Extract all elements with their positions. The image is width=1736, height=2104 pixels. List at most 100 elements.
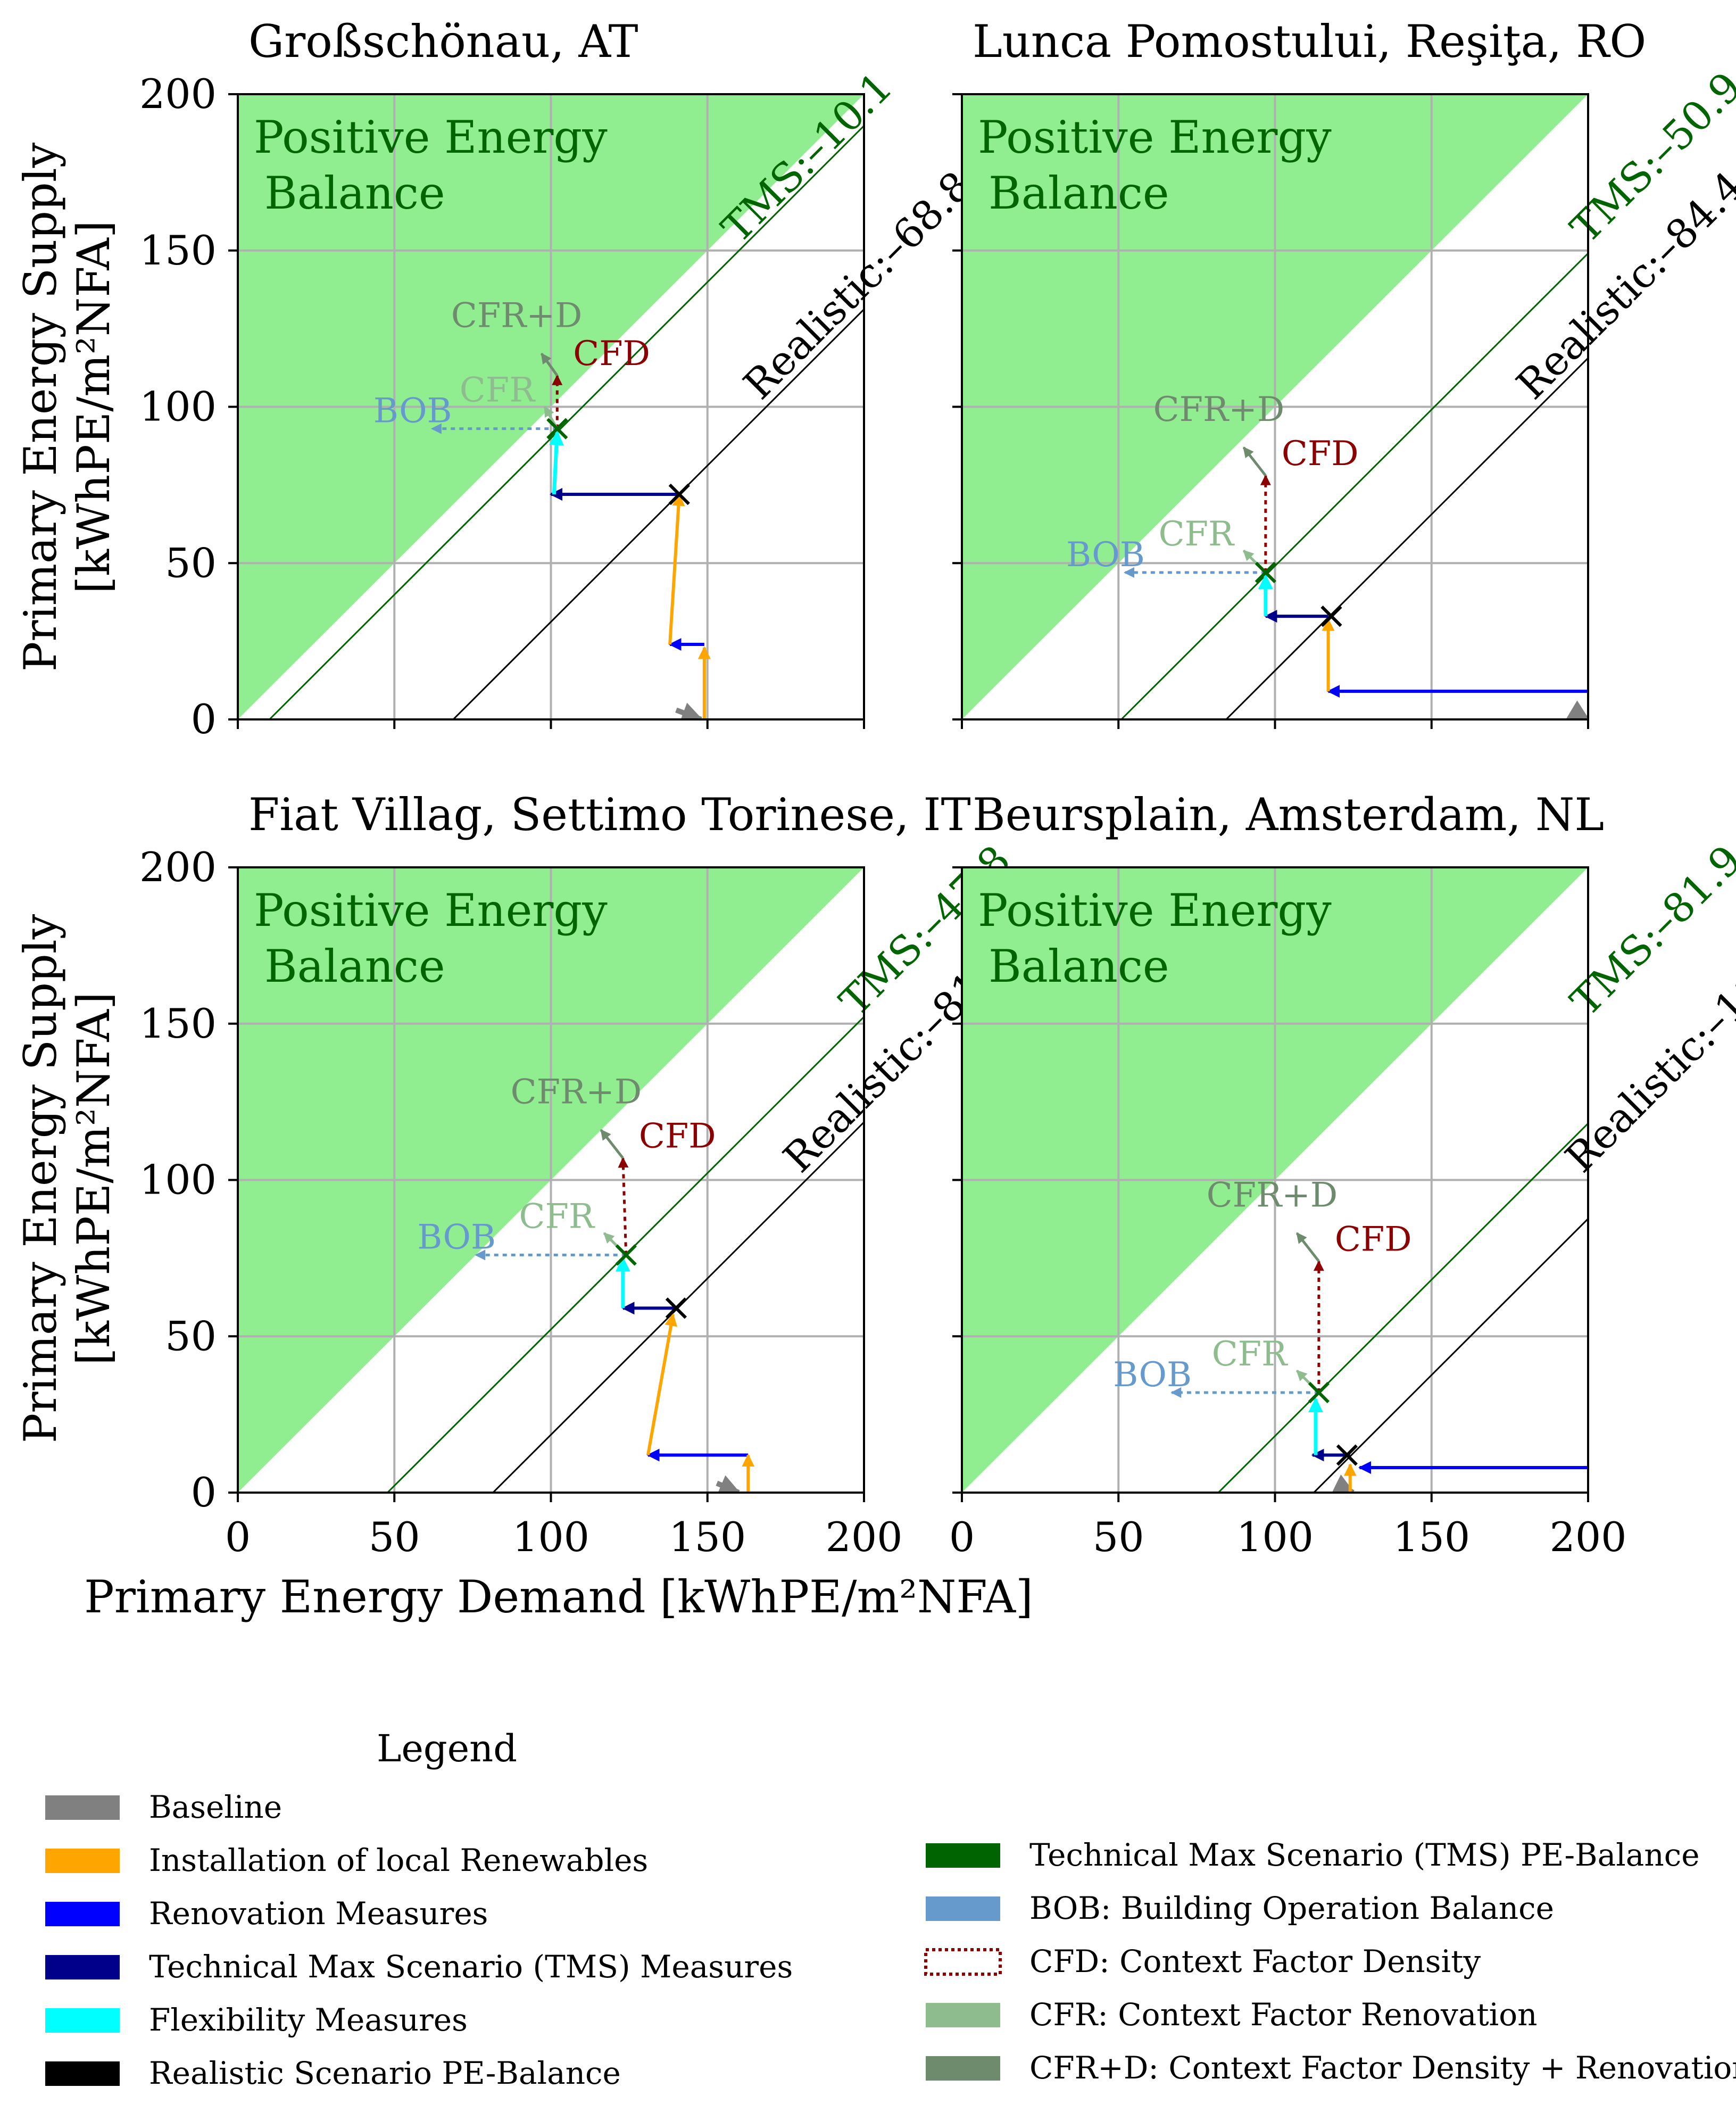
tms-point-marker-stroke	[1255, 561, 1276, 583]
legend-label: CFR: Context Factor Renovation	[1029, 1997, 1538, 2033]
legend-swatch	[45, 1849, 120, 1873]
region-label-line1: Positive Energy	[978, 884, 1332, 937]
realistic-point-marker-stroke	[1320, 606, 1342, 627]
y-tick-label: 50	[165, 539, 217, 586]
tms-point-marker	[1308, 1381, 1330, 1404]
y-tick-label: 0	[191, 1469, 217, 1516]
panel-title: Lunca Pomostului, Reşiţa, RO	[973, 15, 1646, 68]
x-tick-label: 100	[512, 1513, 589, 1561]
legend-label: Renovation Measures	[149, 1895, 488, 1932]
cfd-label: CFD	[1282, 434, 1359, 474]
legend-item: CFD: Context Factor Density	[924, 1943, 1481, 1979]
legend-label: Realistic Scenario PE-Balance	[149, 2055, 621, 2091]
legend-swatch	[926, 1843, 1000, 1868]
cfrd-label: CFR+D	[1153, 390, 1285, 429]
cfrd-label: CFR+D	[511, 1073, 642, 1112]
y-tick-label: 150	[139, 227, 217, 274]
legend-label: Installation of local Renewables	[149, 1842, 648, 1878]
cfrd-arrow	[600, 1129, 624, 1159]
tms-balance-line	[1217, 1123, 1588, 1493]
cfrd-label: CFR+D	[451, 296, 583, 336]
legend-swatch	[45, 2008, 120, 2033]
panel-title: Großschönau, AT	[248, 15, 638, 68]
legend-swatch	[45, 1955, 120, 1979]
bob-label: BOB	[1113, 1355, 1192, 1395]
cfd-label: CFD	[639, 1116, 716, 1156]
plot-area: BOB CFD CFR CFR+D	[238, 867, 864, 1493]
legend-item: Flexibility Measures	[45, 2002, 468, 2038]
legend-item: Installation of local Renewables	[45, 1842, 648, 1878]
y-axis-title-line2: [kWhPE/m²NFA]	[68, 992, 120, 1365]
y-tick-label: 200	[139, 70, 217, 118]
x-tick-label: 50	[369, 1513, 420, 1561]
baseline-arrow	[1566, 700, 1588, 719]
legend-item: Technical Max Scenario (TMS) PE-Balance	[926, 1837, 1700, 1873]
plot-area: BOB CFD CFR CFR+D	[962, 94, 1588, 719]
realistic-balance-line	[1313, 1218, 1588, 1493]
legend-label: Technical Max Scenario (TMS) PE-Balance	[1029, 1837, 1700, 1873]
tms-balance-line	[1120, 252, 1588, 719]
realistic-point-marker-stroke	[668, 483, 690, 506]
renewables-arrow	[668, 493, 685, 645]
realistic-point-marker	[1336, 1444, 1358, 1466]
cfrd-arrow	[540, 352, 559, 377]
region-label-line1: Positive Energy	[978, 111, 1332, 163]
legend-item: Baseline	[45, 1789, 282, 1825]
tms-point-marker	[1255, 561, 1276, 583]
region-label-line2: Balance	[264, 940, 445, 992]
legend-item: Renovation Measures	[45, 1895, 488, 1932]
bob-label: BOB	[373, 392, 452, 431]
renewables-arrow	[646, 1313, 678, 1456]
cfd-arrow	[618, 1157, 629, 1255]
cfd-label: CFD	[573, 334, 650, 374]
plot-area: BOB CFD CFR CFR+D	[962, 867, 1588, 1493]
tms-point-marker-stroke	[1308, 1381, 1330, 1404]
realistic-point-marker	[665, 1297, 687, 1319]
legend-swatch	[926, 1896, 1000, 1921]
x-tick-label: 100	[1236, 1513, 1314, 1561]
region-label-line1: Positive Energy	[254, 884, 608, 937]
cfr-label: CFR	[1159, 515, 1235, 554]
legend-item: CFR: Context Factor Renovation	[926, 1997, 1538, 2033]
legend-item: Realistic Scenario PE-Balance	[45, 2055, 621, 2091]
cfd-label: CFD	[1335, 1220, 1412, 1259]
legend-swatch	[926, 2003, 1000, 2027]
legend-swatch	[926, 2056, 1000, 2081]
tms-point-marker	[546, 418, 568, 440]
realistic-balance-line	[452, 309, 864, 719]
x-axis-title: Primary Energy Demand [kWhPE/m²NFA]	[84, 1571, 1033, 1623]
region-label-line1: Positive Energy	[254, 111, 608, 163]
flexibility-arrow	[549, 430, 564, 495]
realistic-point-marker	[668, 483, 690, 506]
panel-title: Fiat Villag, Settimo Torinese, IT	[248, 789, 971, 841]
legend-item: BOB: Building Operation Balance	[926, 1890, 1554, 1926]
region-label-line2: Balance	[989, 940, 1169, 992]
region-label-line2: Balance	[989, 167, 1169, 219]
y-tick-label: 0	[191, 695, 217, 743]
y-tick-label: 200	[139, 843, 217, 891]
baseline-arrow	[716, 1475, 741, 1493]
x-tick-label: 0	[949, 1513, 975, 1561]
cfr-label: CFR	[1212, 1335, 1288, 1374]
y-axis-title-line2: [kWhPE/m²NFA]	[68, 220, 120, 594]
y-tick-label: 50	[165, 1312, 217, 1360]
bob-label: BOB	[417, 1218, 496, 1257]
realistic-point-marker-stroke	[1336, 1444, 1358, 1466]
y-axis-title-line1: Primary Energy Supply	[14, 914, 67, 1443]
legend-label: Flexibility Measures	[149, 2002, 468, 2038]
legend-label: Baseline	[149, 1789, 282, 1825]
legend-item: Technical Max Scenario (TMS) Measures	[45, 1949, 793, 1985]
legend-swatch	[45, 1902, 120, 1926]
x-tick-label: 0	[225, 1513, 251, 1561]
x-tick-label: 200	[825, 1513, 902, 1561]
legend-swatch	[45, 1795, 120, 1820]
tms-point-marker	[615, 1244, 637, 1266]
legend-swatch	[45, 2061, 120, 2086]
cfrd-arrow	[1242, 446, 1267, 477]
legend-label: CFR+D: Context Factor Density + Renovati…	[1029, 2050, 1736, 2086]
